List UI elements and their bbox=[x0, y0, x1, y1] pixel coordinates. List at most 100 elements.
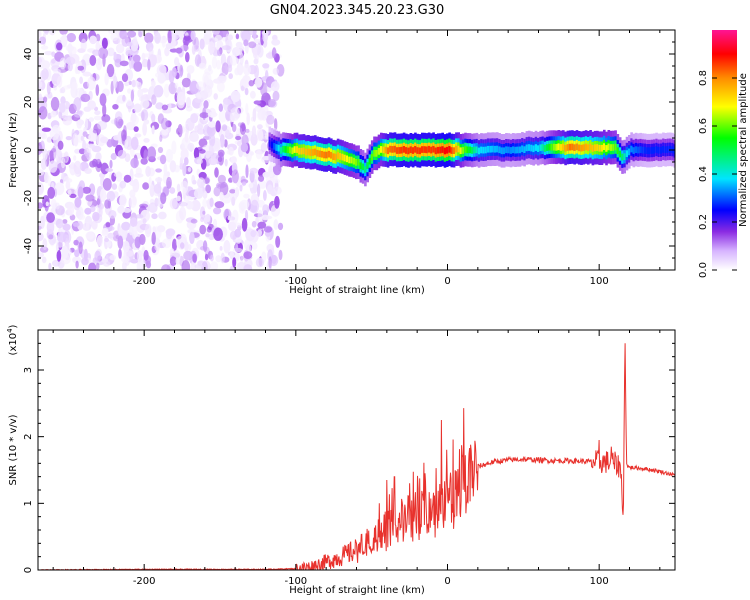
heatmap-band-cell bbox=[320, 150, 324, 158]
heatmap-band-cell bbox=[632, 147, 636, 154]
heatmap-band-cell bbox=[464, 146, 467, 153]
heatmap-band-cell bbox=[514, 146, 517, 154]
heatmap-band-cell bbox=[593, 144, 597, 152]
heatmap-speckle bbox=[235, 33, 240, 40]
heatmap-speckle bbox=[135, 167, 142, 176]
heatmap-speckle bbox=[267, 98, 276, 107]
heatmap-speckle bbox=[273, 219, 279, 230]
heatmap-speckle bbox=[180, 242, 185, 249]
heatmap-speckle bbox=[147, 59, 151, 71]
heatmap-speckle bbox=[272, 90, 280, 102]
heatmap-band-cell bbox=[523, 146, 526, 153]
heatmap-speckle bbox=[273, 179, 281, 184]
heatmap-speckle bbox=[218, 103, 223, 112]
heatmap-band-cell bbox=[496, 145, 499, 153]
heatmap-speckle bbox=[220, 252, 225, 264]
heatmap-speckle bbox=[205, 150, 211, 159]
heatmap-speckle bbox=[191, 44, 196, 55]
heatmap-speckle bbox=[143, 249, 149, 261]
heatmap-band-cell bbox=[405, 147, 408, 154]
colorbar-tick-label: 0.0 bbox=[698, 262, 709, 278]
heatmap-speckle bbox=[203, 74, 209, 85]
heatmap-speckle bbox=[208, 145, 214, 156]
heatmap-speckle bbox=[217, 149, 225, 157]
heatmap-band-cell bbox=[434, 147, 438, 155]
heatmap-speckle bbox=[163, 83, 170, 98]
heatmap-speckle bbox=[169, 256, 177, 267]
heatmap-speckle bbox=[228, 73, 233, 80]
spectrogram-x-axis-label: Height of straight line (km) bbox=[289, 285, 425, 296]
heatmap-speckle bbox=[169, 248, 175, 256]
heatmap-band-cell bbox=[521, 145, 524, 153]
heatmap-speckle bbox=[227, 215, 231, 221]
heatmap-band-cell bbox=[425, 146, 429, 154]
heatmap-speckle bbox=[154, 32, 161, 44]
heatmap-speckle bbox=[274, 186, 282, 195]
heatmap-speckle bbox=[262, 215, 273, 220]
heatmap-speckle bbox=[234, 187, 240, 198]
heatmap-speckle bbox=[44, 51, 53, 56]
heatmap-speckle bbox=[85, 221, 90, 230]
heatmap-speckle bbox=[112, 75, 118, 89]
heatmap-band-cell bbox=[598, 144, 601, 152]
heatmap-speckle bbox=[181, 77, 191, 88]
heatmap-band-cell bbox=[348, 156, 351, 164]
heatmap-speckle bbox=[272, 67, 279, 75]
heatmap-speckle bbox=[227, 34, 233, 41]
heatmap-speckle bbox=[143, 119, 150, 125]
heatmap-speckle bbox=[132, 54, 141, 63]
heatmap-speckle bbox=[213, 186, 221, 197]
heatmap-speckle bbox=[130, 89, 135, 102]
heatmap-band-cell bbox=[391, 146, 394, 153]
heatmap-band-cell bbox=[318, 150, 322, 158]
heatmap-band-cell bbox=[352, 157, 356, 165]
heatmap-band-cell bbox=[518, 146, 522, 154]
heatmap-speckle bbox=[112, 104, 119, 110]
heatmap-speckle bbox=[216, 59, 221, 70]
heatmap-speckle bbox=[231, 169, 239, 184]
heatmap-band-cell bbox=[591, 145, 595, 152]
heatmap-speckle bbox=[133, 61, 143, 72]
heatmap-band-cell bbox=[361, 163, 365, 171]
heatmap-speckle bbox=[202, 240, 208, 253]
heatmap-band-cell bbox=[411, 147, 415, 154]
heatmap-speckle bbox=[96, 235, 103, 247]
heatmap-speckle bbox=[129, 217, 138, 228]
heatmap-speckle bbox=[148, 47, 154, 58]
heatmap-speckle bbox=[141, 58, 149, 68]
heatmap-speckle bbox=[124, 81, 130, 87]
heatmap-speckle bbox=[157, 146, 164, 154]
heatmap-band-cell bbox=[432, 145, 435, 153]
heatmap-speckle bbox=[258, 180, 267, 189]
heatmap-band-cell bbox=[452, 147, 456, 154]
heatmap-speckle bbox=[98, 47, 109, 59]
heatmap-speckle bbox=[132, 36, 138, 46]
heatmap-speckle bbox=[87, 76, 96, 91]
heatmap-speckle bbox=[179, 206, 187, 221]
heatmap-band-cell bbox=[395, 147, 399, 154]
heatmap-speckle bbox=[256, 128, 264, 142]
heatmap-speckle bbox=[243, 264, 253, 270]
heatmap-speckle bbox=[55, 218, 64, 229]
heatmap-speckle bbox=[123, 249, 127, 264]
heatmap-speckle bbox=[140, 209, 151, 222]
heatmap-speckle bbox=[59, 30, 68, 35]
heatmap-speckle bbox=[110, 80, 114, 95]
heatmap-speckle bbox=[166, 176, 172, 189]
heatmap-speckle bbox=[125, 49, 133, 57]
heatmap-speckle bbox=[203, 85, 213, 98]
heatmap-band-cell bbox=[634, 146, 638, 153]
heatmap-band-cell bbox=[532, 145, 535, 153]
heatmap-speckle bbox=[174, 82, 179, 89]
heatmap-speckle bbox=[38, 93, 43, 102]
heatmap-speckle bbox=[126, 30, 137, 38]
heatmap-speckle bbox=[266, 114, 275, 125]
heatmap-band-cell bbox=[546, 144, 549, 151]
heatmap-band-cell bbox=[621, 153, 624, 161]
heatmap-speckle bbox=[56, 75, 63, 88]
heatmap-speckle bbox=[89, 160, 97, 168]
heatmap-speckle bbox=[80, 93, 91, 103]
heatmap-band-cell bbox=[537, 145, 540, 152]
heatmap-speckle bbox=[167, 30, 172, 44]
heatmap-band-cell bbox=[268, 140, 272, 147]
